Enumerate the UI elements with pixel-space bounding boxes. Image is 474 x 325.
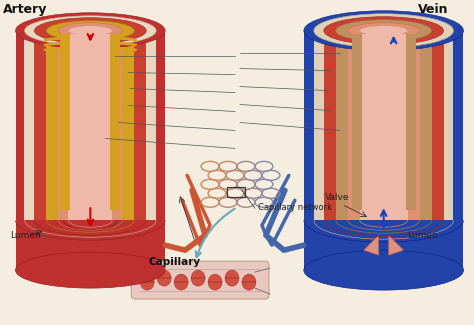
Polygon shape — [110, 34, 120, 210]
Ellipse shape — [304, 250, 464, 290]
Ellipse shape — [157, 270, 171, 286]
Ellipse shape — [140, 274, 154, 290]
FancyBboxPatch shape — [131, 261, 269, 299]
Polygon shape — [314, 31, 454, 220]
Bar — [227, 187, 245, 197]
Polygon shape — [352, 34, 362, 210]
Polygon shape — [324, 31, 444, 220]
Polygon shape — [68, 31, 112, 220]
Ellipse shape — [208, 274, 222, 290]
Text: Vein: Vein — [418, 3, 448, 16]
Text: Capillary network: Capillary network — [258, 203, 332, 212]
Ellipse shape — [314, 14, 454, 48]
Polygon shape — [304, 31, 464, 220]
Ellipse shape — [304, 11, 464, 51]
Polygon shape — [360, 31, 408, 220]
Ellipse shape — [174, 274, 188, 290]
Ellipse shape — [336, 20, 431, 42]
Polygon shape — [35, 31, 146, 220]
Polygon shape — [16, 220, 165, 270]
Polygon shape — [364, 235, 379, 255]
Ellipse shape — [16, 13, 165, 49]
Ellipse shape — [58, 23, 122, 39]
Polygon shape — [58, 31, 122, 220]
Ellipse shape — [68, 26, 112, 36]
Polygon shape — [362, 34, 406, 210]
Ellipse shape — [25, 16, 156, 46]
Polygon shape — [406, 34, 416, 210]
Text: Lumen: Lumen — [10, 231, 41, 240]
Ellipse shape — [324, 17, 444, 45]
Polygon shape — [348, 31, 419, 220]
Polygon shape — [46, 31, 134, 220]
Ellipse shape — [191, 270, 205, 286]
Ellipse shape — [225, 270, 239, 286]
Text: Capillary: Capillary — [148, 257, 201, 267]
Polygon shape — [71, 34, 110, 210]
Text: Lumen: Lumen — [408, 231, 438, 240]
Ellipse shape — [35, 18, 146, 44]
Polygon shape — [389, 235, 403, 255]
Polygon shape — [25, 31, 156, 220]
Polygon shape — [16, 31, 165, 220]
Ellipse shape — [360, 26, 408, 36]
Polygon shape — [304, 220, 464, 270]
Ellipse shape — [242, 274, 256, 290]
Polygon shape — [60, 34, 71, 210]
Polygon shape — [336, 31, 431, 220]
Ellipse shape — [46, 21, 134, 41]
Text: Artery: Artery — [2, 3, 47, 16]
Ellipse shape — [16, 252, 165, 288]
Ellipse shape — [348, 23, 419, 39]
Text: Valve: Valve — [325, 193, 349, 202]
